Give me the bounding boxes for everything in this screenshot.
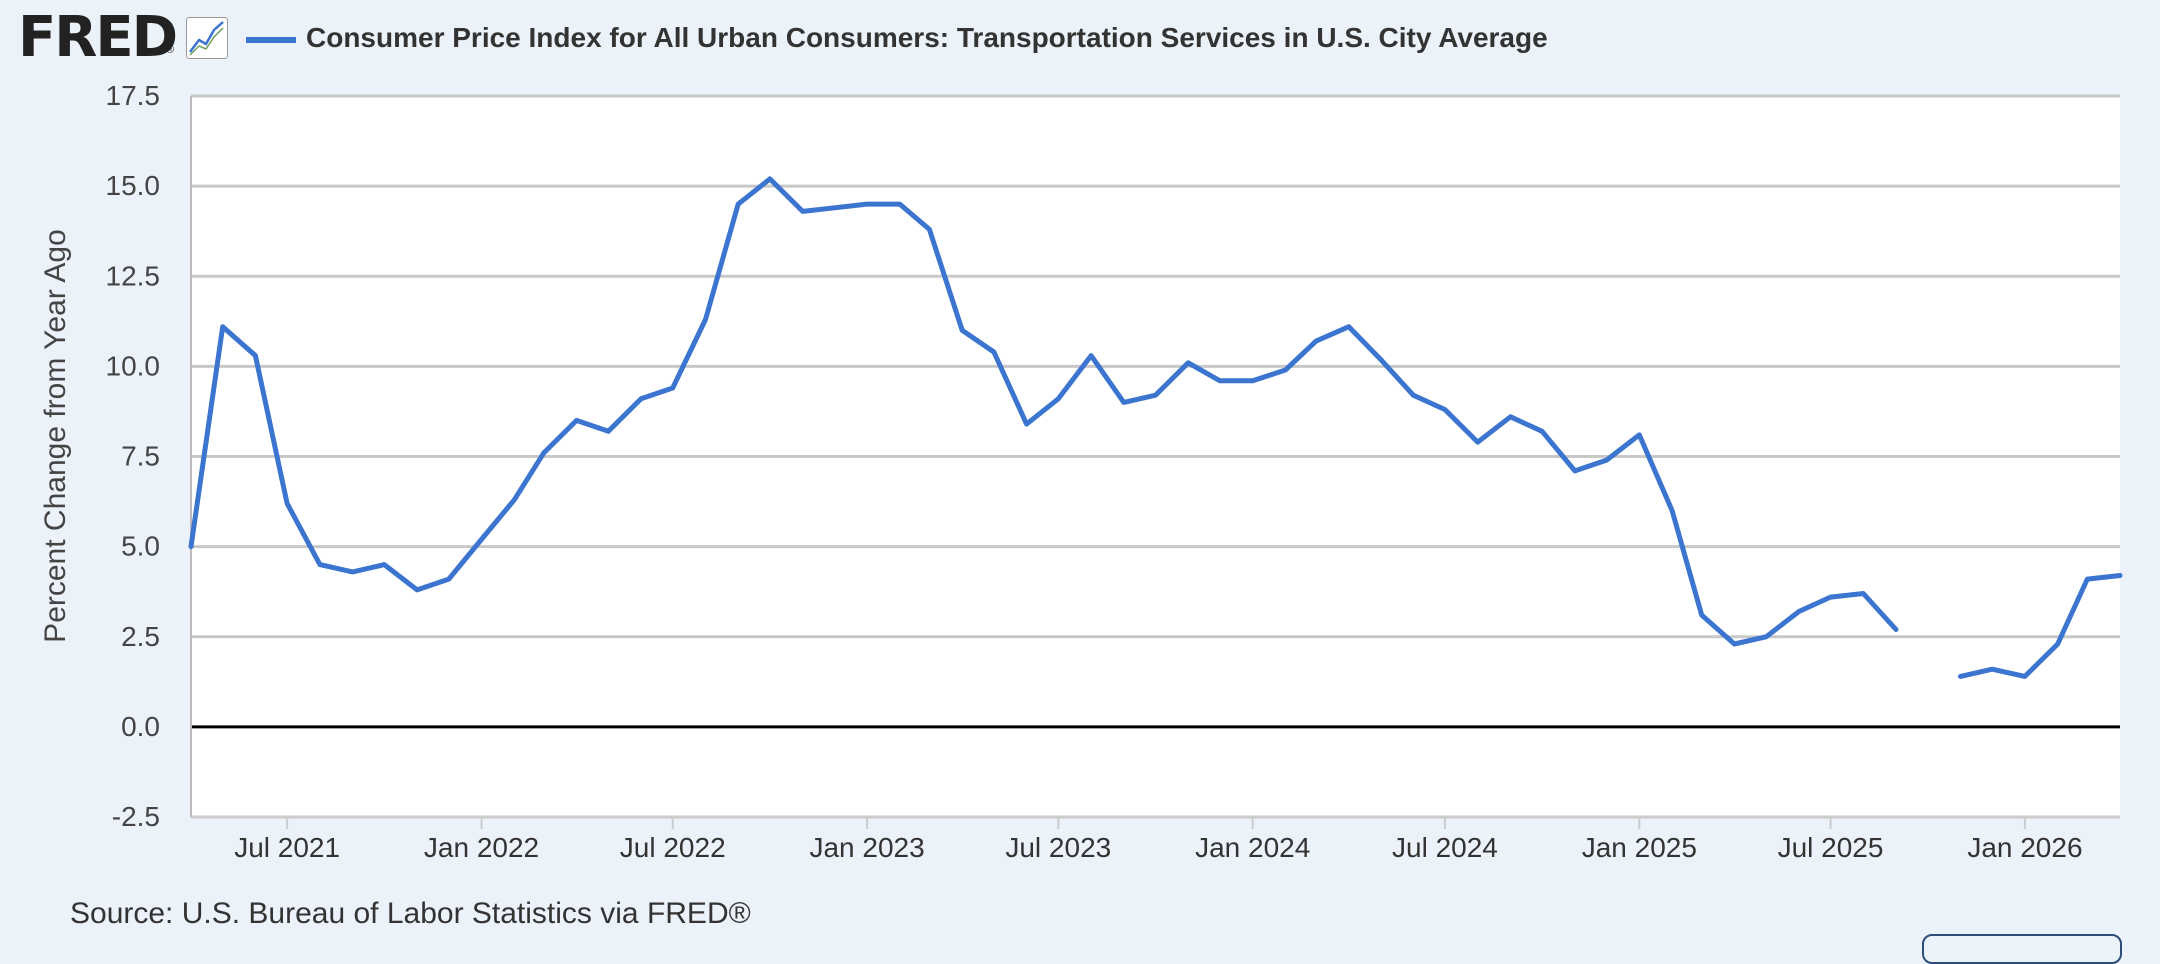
- legend-swatch: [246, 37, 296, 43]
- line-chart[interactable]: 17.5 15.0 12.5 10.0 7.5 5.0 2.5 0.0 -2.5 Jul 2021…: [0, 0, 2160, 880]
- chart-title: Consumer Price Index for All Urban Consu…: [306, 22, 1548, 53]
- y-tick-label: 2.5: [121, 621, 160, 652]
- source-note: Source: U.S. Bureau of Labor Statistics …: [70, 897, 751, 930]
- x-tick-label: Jul 2024: [1392, 832, 1498, 863]
- x-tick-label: Jan 2024: [1195, 832, 1310, 863]
- x-tick-label: Jan 2022: [424, 832, 539, 863]
- y-tick-label: -2.5: [112, 801, 160, 832]
- edit-graph-button[interactable]: [1922, 934, 2122, 964]
- y-tick-label: 10.0: [106, 350, 161, 381]
- y-tick-label: 7.5: [121, 441, 160, 472]
- y-tick-label: 17.5: [106, 80, 161, 111]
- x-tick-label: Jul 2025: [1778, 832, 1884, 863]
- x-tick-label: Jul 2023: [1005, 832, 1111, 863]
- y-tick-label: 0.0: [121, 711, 160, 742]
- series-line: [1958, 573, 2123, 679]
- x-tick-label: Jan 2026: [1967, 832, 2082, 863]
- x-tick-label: Jan 2025: [1582, 832, 1697, 863]
- series-line: [188, 176, 1899, 647]
- fred-logo[interactable]: FRED: [18, 5, 178, 70]
- chart-header: FRED ® Consumer Price Index for All Urba…: [0, 0, 2160, 80]
- registered-mark: ®: [166, 44, 175, 56]
- y-tick-label: 12.5: [106, 260, 161, 291]
- x-tick-label: Jan 2023: [809, 832, 924, 863]
- x-tick-label: Jul 2022: [620, 832, 726, 863]
- line-graph-icon[interactable]: [186, 17, 228, 59]
- y-tick-label: 15.0: [106, 170, 161, 201]
- y-tick-label: 5.0: [121, 531, 160, 562]
- x-tick-label: Jul 2021: [234, 832, 340, 863]
